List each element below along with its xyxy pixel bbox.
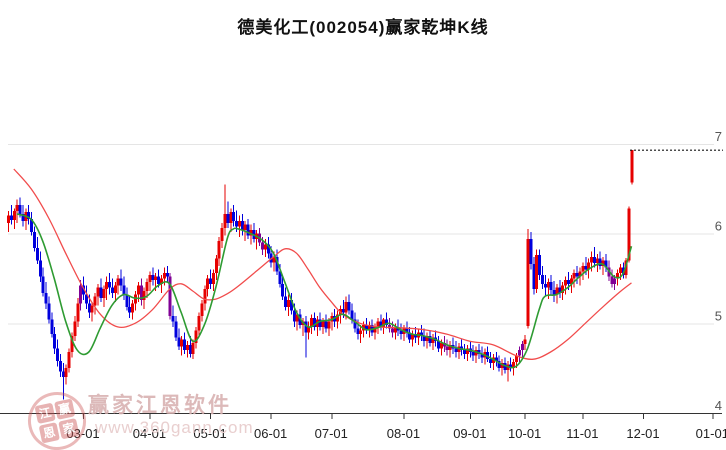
svg-text:7: 7 <box>715 129 722 144</box>
svg-text:07-01: 07-01 <box>315 426 348 441</box>
svg-text:01-01: 01-01 <box>696 426 726 441</box>
svg-text:6: 6 <box>715 219 722 234</box>
svg-text:5: 5 <box>715 308 722 323</box>
svg-text:04-01: 04-01 <box>133 426 166 441</box>
chart-title: 德美化工(002054)赢家乾坤K线 <box>237 18 489 37</box>
svg-text:09-01: 09-01 <box>453 426 486 441</box>
stamp-char: 恩 <box>38 422 60 444</box>
stamp-char: 江 <box>34 402 56 424</box>
svg-text:10-01: 10-01 <box>508 426 541 441</box>
stamp-char: 赢 <box>54 398 76 420</box>
watermark-brand: 赢家江恩软件 <box>88 394 232 417</box>
watermark-url: www.360gann.com <box>95 418 254 437</box>
svg-text:11-01: 11-01 <box>566 426 598 441</box>
stamp-char: 家 <box>58 418 80 440</box>
svg-text:03-01: 03-01 <box>66 426 99 441</box>
svg-text:12-01: 12-01 <box>626 426 659 441</box>
svg-text:4: 4 <box>715 398 722 413</box>
stamp-characters: 江 赢 恩 家 <box>34 398 80 444</box>
svg-text:06-01: 06-01 <box>254 426 287 441</box>
svg-text:08-01: 08-01 <box>387 426 420 441</box>
svg-text:05-01: 05-01 <box>193 426 226 441</box>
